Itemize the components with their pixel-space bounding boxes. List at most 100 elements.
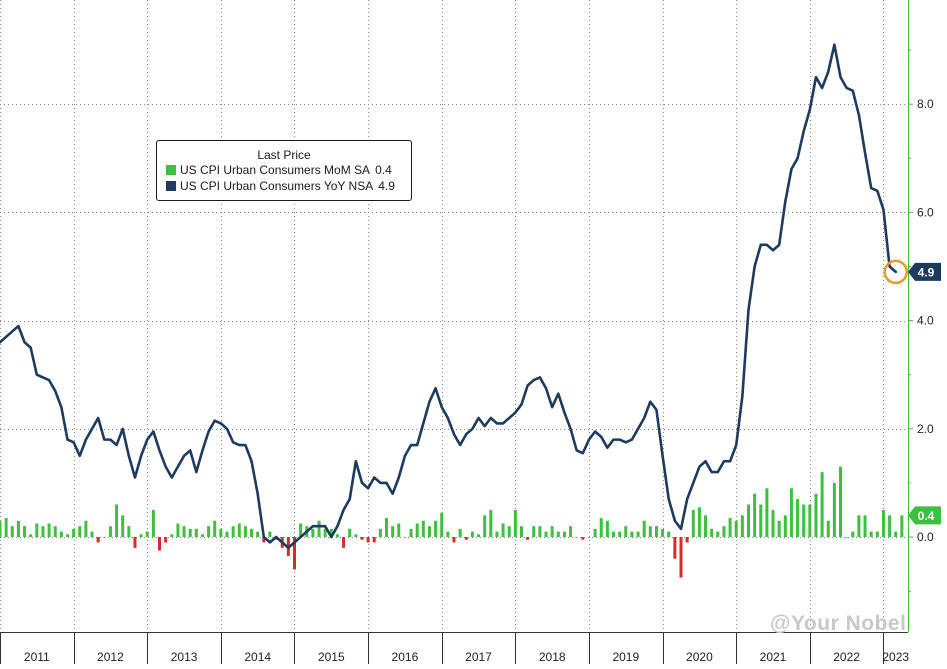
mom-bar xyxy=(464,537,468,540)
mom-bar xyxy=(250,528,254,537)
mom-bar xyxy=(115,504,119,537)
mom-bar xyxy=(587,537,591,538)
mom-bar xyxy=(10,526,14,537)
mom-bar xyxy=(65,534,69,537)
y-tick-label: 4.0 xyxy=(917,314,934,328)
mom-bar xyxy=(783,515,787,537)
last-value-tags: 4.9 0.4 xyxy=(908,262,941,525)
mom-bar xyxy=(188,528,192,537)
mom-bar xyxy=(673,537,677,559)
mom-bar xyxy=(483,515,487,537)
mom-bar xyxy=(323,528,327,537)
mom-bar xyxy=(35,523,39,538)
y-tick-label: 2.0 xyxy=(917,422,934,436)
mom-bar xyxy=(470,531,474,537)
yoy-line xyxy=(0,43,898,550)
mom-last-value-tag: 0.4 xyxy=(908,506,941,525)
mom-bar xyxy=(360,537,364,540)
mom-bar xyxy=(771,509,775,537)
mom-bar xyxy=(605,520,609,537)
mom-bar xyxy=(593,528,597,537)
mom-bar xyxy=(507,526,511,537)
mom-bar xyxy=(477,534,481,537)
mom-bar xyxy=(446,531,450,537)
mom-bar xyxy=(421,520,425,537)
mom-bar xyxy=(740,515,744,537)
mom-bar xyxy=(458,528,462,537)
mom-bar xyxy=(170,534,174,537)
yoy-last-value-tag-shape xyxy=(908,262,941,281)
mom-bar xyxy=(808,504,812,537)
mom-bar xyxy=(59,531,63,537)
mom-bar xyxy=(342,537,346,548)
mom-bar xyxy=(710,528,714,537)
mom-bar xyxy=(133,537,137,548)
x-tick-label: 2011 xyxy=(24,650,50,664)
mom-bars xyxy=(0,466,904,578)
x-tick-label: 2018 xyxy=(539,650,566,664)
mom-bar xyxy=(575,537,579,538)
mom-bar xyxy=(661,528,665,537)
watermark: @Your Nobel xyxy=(770,612,907,635)
mom-bar xyxy=(691,509,695,537)
mom-bar xyxy=(427,526,431,537)
mom-bar xyxy=(562,531,566,537)
x-tick-label: 2017 xyxy=(465,650,492,664)
mom-bar xyxy=(728,518,732,537)
mom-bar xyxy=(207,526,211,537)
mom-bar xyxy=(900,515,904,537)
x-tick-label: 2016 xyxy=(392,650,419,664)
mom-bar xyxy=(219,528,223,537)
mom-bar xyxy=(845,537,849,538)
mom-bar xyxy=(151,509,155,537)
mom-bar xyxy=(372,537,376,543)
mom-bar xyxy=(243,526,247,537)
mom-bar xyxy=(851,531,855,537)
mom-bar xyxy=(636,531,640,537)
mom-bar xyxy=(78,526,82,537)
mom-bar xyxy=(667,531,671,537)
legend-item-yoy: US CPI Urban Consumers YoY NSA 4.9 xyxy=(157,178,411,194)
mom-bar xyxy=(538,526,542,537)
mom-bar xyxy=(268,531,272,537)
mom-bar xyxy=(23,526,27,537)
mom-bar xyxy=(888,515,892,537)
mom-bar xyxy=(299,523,303,538)
mom-bar xyxy=(262,537,266,543)
mom-bar xyxy=(654,526,658,537)
gridlines xyxy=(0,0,908,632)
mom-bar xyxy=(47,523,51,538)
yoy-line-group xyxy=(0,43,908,550)
mom-bar xyxy=(599,518,603,537)
mom-bar xyxy=(231,526,235,537)
y-tick-label: 8.0 xyxy=(917,97,934,111)
mom-bar xyxy=(716,531,720,537)
mom-bar xyxy=(734,520,738,537)
mom-bar xyxy=(569,526,573,537)
mom-bar xyxy=(409,528,413,537)
mom-bar xyxy=(489,509,493,537)
x-tick-label: 2021 xyxy=(760,650,787,664)
mom-last-value-tag-shape xyxy=(908,506,941,525)
x-tick-label: 2020 xyxy=(686,650,713,664)
mom-bar xyxy=(225,531,229,537)
mom-bar xyxy=(802,504,806,537)
mom-bar xyxy=(72,528,76,537)
x-tick-label: 2013 xyxy=(171,650,198,664)
mom-bar xyxy=(329,528,333,537)
legend-item-mom: US CPI Urban Consumers MoM SA 0.4 xyxy=(157,162,411,178)
mom-bar xyxy=(881,509,885,537)
mom-bar xyxy=(391,526,395,537)
mom-bar xyxy=(697,507,701,538)
mom-bar xyxy=(440,512,444,537)
legend-label-yoy: US CPI Urban Consumers YoY NSA xyxy=(180,179,374,193)
mom-bar xyxy=(526,537,530,540)
mom-bar xyxy=(814,493,818,537)
mom-bar xyxy=(624,526,628,537)
mom-bar xyxy=(378,528,382,537)
legend-title: Last Price xyxy=(257,148,311,162)
x-tick-label: 2022 xyxy=(833,650,860,664)
y-tick-label: 6.0 xyxy=(917,205,934,219)
mom-bar xyxy=(354,534,358,537)
